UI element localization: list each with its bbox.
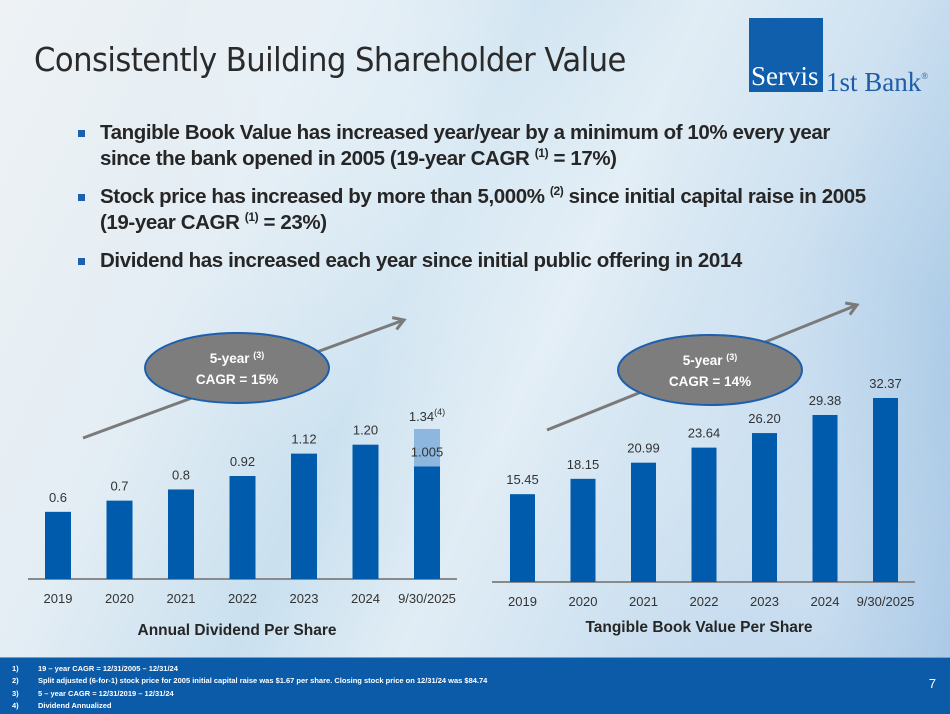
footer: 1) 19 – year CAGR = 12/31/2005 – 12/31/24…	[0, 657, 950, 714]
x-tick-label: 2019	[44, 591, 73, 606]
arrow-head-icon	[844, 301, 860, 316]
x-tick-label: 2022	[228, 591, 257, 606]
bar-value-text: 1.34	[409, 409, 434, 424]
bar	[168, 489, 194, 579]
bar	[510, 494, 535, 582]
chart-title: Annual Dividend Per Share	[138, 622, 337, 639]
bullet-square-icon	[78, 258, 85, 265]
bar-value-label: 1.005	[411, 445, 444, 460]
bar-annualized	[414, 429, 440, 467]
footnote-ref: (1)	[534, 146, 549, 160]
bar-value-label: 1.34(4)	[409, 407, 445, 424]
x-tick-label: 2024	[351, 591, 380, 606]
bullet-item: Dividend has increased each year since i…	[76, 248, 876, 274]
cagr-period-text: 5-year	[683, 353, 727, 368]
x-tick-label: 9/30/2025	[857, 594, 915, 609]
bar-value-label: 23.64	[688, 426, 721, 441]
bar-value-label: 29.38	[809, 393, 842, 408]
bar-value-label: 15.45	[506, 472, 539, 487]
bar-value-label: 1.12	[291, 432, 316, 447]
bar	[229, 476, 256, 579]
bar-value-label: 26.20	[748, 411, 781, 426]
bar	[812, 414, 838, 582]
footnote-text: 19 – year CAGR = 12/31/2005 – 12/31/24	[38, 664, 178, 673]
bar-value-label: 0.7	[110, 479, 128, 494]
bullet-item: Stock price has increased by more than 5…	[76, 184, 876, 236]
cagr-period-text: 5-year	[210, 351, 254, 366]
cagr-ellipse	[617, 334, 803, 406]
bullet-square-icon	[78, 130, 85, 137]
footnote-number: 2)	[12, 676, 19, 685]
x-tick-label: 2023	[750, 594, 779, 609]
bar-value-label: 0.6	[49, 490, 67, 505]
bullet-square-icon	[78, 194, 85, 201]
x-tick-label: 2020	[569, 594, 598, 609]
footnote-text: Split adjusted (6-for-1) stock price for…	[38, 676, 488, 685]
x-tick-label: 2023	[290, 591, 319, 606]
bullet-text: since initial capital raise in 2005 (19-…	[100, 185, 866, 234]
bullet-text: Dividend has increased each year since i…	[100, 249, 742, 272]
bar	[631, 462, 656, 582]
charts-canvas: 5-year (3) CAGR = 15% 0.6 2019 0.7 2020 0.8 202…	[28, 301, 915, 639]
footnote-4: 4) Dividend Annualized	[12, 701, 111, 710]
footnote-number: 4)	[12, 701, 19, 710]
bar-value-label: 20.99	[627, 441, 660, 456]
cagr-period-label: 5-year (3)	[210, 350, 265, 366]
logo-square	[749, 18, 823, 92]
dividend-chart: 5-year (3) CAGR = 15% 0.6 2019 0.7 2020 0.8 202…	[28, 316, 457, 639]
logo-text-servis: Servis	[751, 61, 819, 91]
cagr-ellipse	[144, 332, 330, 404]
bar-value-label: 0.92	[230, 454, 255, 469]
bar-actual	[414, 466, 440, 579]
tbv-chart: 5-year (3) CAGR = 14% 15.45 2019 18.15 2020 20…	[492, 301, 915, 636]
bullet-text: = 23%)	[258, 211, 328, 234]
bullet-text: Stock price has increased by more than 5…	[100, 185, 550, 208]
footnote-ref: (3)	[726, 352, 737, 362]
x-tick-label: 2021	[629, 594, 658, 609]
bar	[873, 398, 898, 582]
bar-value-label: 0.8	[172, 467, 190, 482]
page-number: 7	[928, 676, 936, 691]
footnote-ref: (3)	[253, 350, 264, 360]
bullet-list: Tangible Book Value has increased year/y…	[76, 120, 876, 286]
bar	[352, 444, 379, 579]
bar-value-label: 18.15	[567, 457, 600, 472]
footnote-ref: (2)	[549, 184, 564, 198]
logo-text-bank: 1st Bank®	[826, 62, 928, 96]
bullet-item: Tangible Book Value has increased year/y…	[76, 120, 876, 172]
x-tick-label: 2020	[105, 591, 134, 606]
footnote-text: Dividend Annualized	[38, 701, 112, 710]
footnote-2: 2) Split adjusted (6-for-1) stock price f…	[12, 676, 487, 685]
page-title: Consistently Building Shareholder Value	[34, 40, 626, 79]
footnote-number: 3)	[12, 689, 19, 698]
cagr-period-label: 5-year (3)	[683, 352, 738, 368]
footnote-number: 1)	[12, 664, 19, 673]
footnote-ref: (1)	[244, 210, 259, 224]
bar	[106, 500, 133, 579]
logo-bank-name: 1st Bank	[826, 67, 922, 97]
bullet-text: = 17%)	[548, 147, 617, 170]
footnote-ref: (4)	[434, 407, 445, 417]
bar	[752, 433, 777, 582]
cagr-value-label: CAGR = 14%	[669, 374, 751, 389]
x-tick-label: 2019	[508, 594, 537, 609]
bar-value-label: 1.20	[353, 423, 378, 438]
chart-title: Tangible Book Value Per Share	[585, 619, 812, 636]
registered-mark: ®	[921, 71, 929, 81]
x-tick-label: 2021	[167, 591, 196, 606]
x-tick-label: 2022	[690, 594, 719, 609]
x-tick-label: 2024	[811, 594, 840, 609]
bar	[45, 511, 71, 579]
footnote-text: 5 – year CAGR = 12/31/2019 – 12/31/24	[38, 689, 174, 698]
bar	[291, 453, 317, 579]
x-tick-label: 9/30/2025	[398, 591, 456, 606]
cagr-value-label: CAGR = 15%	[196, 372, 278, 387]
footnote-1: 1) 19 – year CAGR = 12/31/2005 – 12/31/24	[12, 664, 178, 673]
bar	[691, 447, 717, 582]
bar	[570, 478, 596, 582]
bullet-text: Tangible Book Value has increased year/y…	[100, 121, 831, 170]
bar-value-label: 32.37	[869, 376, 902, 391]
arrow-head-icon	[391, 316, 407, 331]
footnote-3: 3) 5 – year CAGR = 12/31/2019 – 12/31/24	[12, 689, 174, 698]
